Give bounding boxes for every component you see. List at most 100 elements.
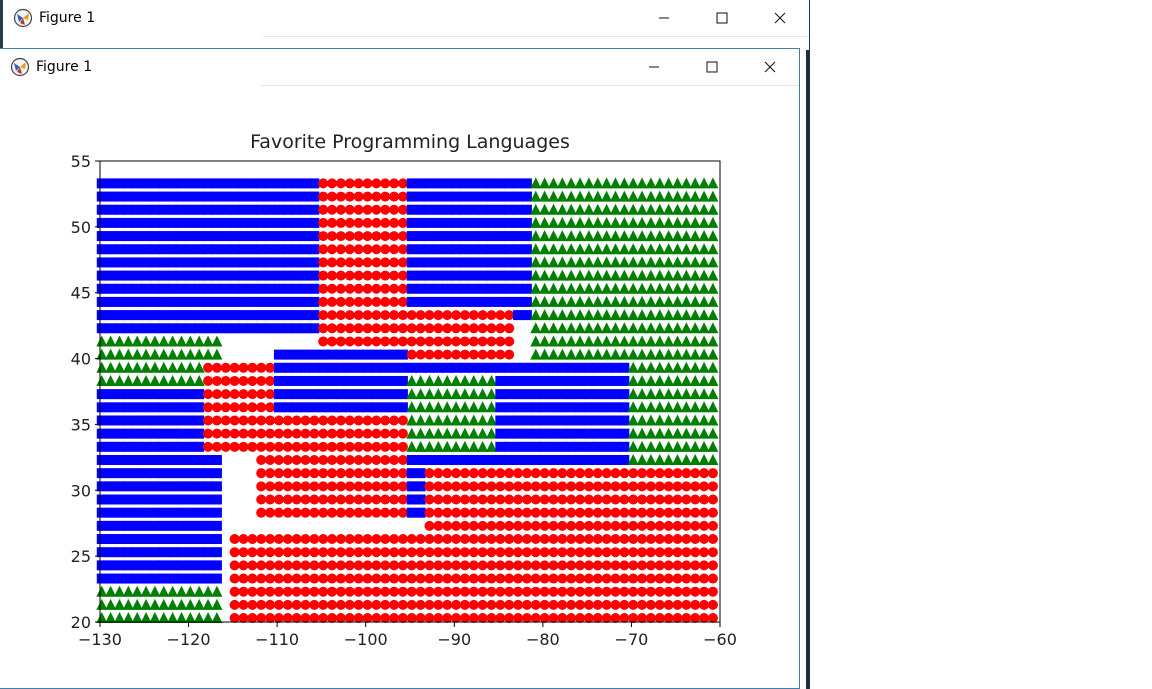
marker-square xyxy=(158,296,169,307)
marker-circle xyxy=(265,468,276,479)
marker-circle xyxy=(415,560,426,571)
marker-square xyxy=(504,244,515,255)
title-bar[interactable]: Figure 1 xyxy=(0,49,799,86)
maximize-button[interactable] xyxy=(683,49,741,85)
marker-triangle xyxy=(105,585,117,597)
marker-square xyxy=(309,270,320,281)
marker-circle xyxy=(451,586,462,597)
marker-square xyxy=(256,231,267,242)
marker-square xyxy=(451,257,462,268)
marker-square xyxy=(548,428,559,439)
marker-square xyxy=(566,402,577,413)
marker-square xyxy=(433,454,444,465)
marker-triangle xyxy=(592,335,604,347)
marker-circle xyxy=(601,599,612,610)
marker-circle xyxy=(344,441,355,452)
marker-square xyxy=(273,204,284,215)
marker-circle xyxy=(380,573,391,584)
marker-square xyxy=(468,257,479,268)
marker-circle xyxy=(344,454,355,465)
marker-square xyxy=(229,283,240,294)
marker-triangle xyxy=(459,414,471,426)
marker-square xyxy=(105,283,116,294)
marker-circle xyxy=(690,507,701,518)
marker-circle xyxy=(353,231,364,242)
marker-circle xyxy=(690,586,701,597)
marker-circle xyxy=(495,507,506,518)
marker-triangle xyxy=(680,282,692,294)
background-title-bar[interactable]: Figure 1 xyxy=(3,0,809,37)
close-button[interactable] xyxy=(741,49,799,85)
marker-circle xyxy=(699,468,710,479)
marker-triangle xyxy=(609,269,621,281)
figure-canvas[interactable]: Favorite Programming Languages −130 −120−… xyxy=(0,89,798,689)
marker-square xyxy=(273,217,284,228)
marker-triangle xyxy=(565,216,577,228)
marker-circle xyxy=(610,481,621,492)
marker-square xyxy=(442,191,453,202)
marker-circle xyxy=(380,468,391,479)
marker-circle xyxy=(265,441,276,452)
marker-circle xyxy=(548,547,559,558)
marker-circle xyxy=(397,283,408,294)
marker-triangle xyxy=(547,190,559,202)
marker-circle xyxy=(353,244,364,255)
marker-square xyxy=(406,231,417,242)
marker-square xyxy=(114,468,125,479)
marker-circle xyxy=(486,323,497,334)
background-figure-window[interactable]: Figure 1 xyxy=(0,0,810,50)
marker-circle xyxy=(282,586,293,597)
marker-square xyxy=(203,323,214,334)
background-minimize-button[interactable] xyxy=(635,0,693,36)
marker-triangle xyxy=(547,243,559,255)
figure-window[interactable]: Figure 1 Favorite Programming Languages … xyxy=(0,48,800,689)
marker-circle xyxy=(619,547,630,558)
marker-circle xyxy=(707,481,718,492)
marker-circle xyxy=(504,520,515,531)
marker-circle xyxy=(433,310,444,321)
marker-square xyxy=(619,441,630,452)
marker-triangle xyxy=(680,203,692,215)
marker-circle xyxy=(645,481,656,492)
marker-triangle xyxy=(654,230,666,242)
marker-triangle xyxy=(636,374,648,386)
marker-triangle xyxy=(149,374,161,386)
marker-square xyxy=(601,362,612,373)
background-close-button[interactable] xyxy=(751,0,809,36)
marker-circle xyxy=(468,599,479,610)
minimize-button[interactable] xyxy=(625,49,683,85)
marker-square xyxy=(424,217,435,228)
marker-circle xyxy=(424,520,435,531)
marker-square xyxy=(176,441,187,452)
marker-square xyxy=(468,362,479,373)
marker-circle xyxy=(619,599,630,610)
marker-circle xyxy=(380,283,391,294)
marker-circle xyxy=(282,468,293,479)
marker-circle xyxy=(566,468,577,479)
marker-square xyxy=(211,283,222,294)
marker-circle xyxy=(380,244,391,255)
close-icon xyxy=(764,61,776,73)
marker-square xyxy=(158,520,169,531)
marker-square xyxy=(300,389,311,400)
marker-square xyxy=(220,323,231,334)
background-maximize-button[interactable] xyxy=(693,0,751,36)
marker-triangle xyxy=(539,190,551,202)
marker-square xyxy=(601,415,612,426)
marker-circle xyxy=(256,586,267,597)
marker-square xyxy=(105,560,116,571)
marker-square xyxy=(273,389,284,400)
marker-square xyxy=(300,204,311,215)
marker-triangle xyxy=(140,585,152,597)
marker-square xyxy=(273,257,284,268)
marker-square xyxy=(105,454,116,465)
marker-triangle xyxy=(122,348,134,360)
marker-circle xyxy=(291,613,302,624)
marker-square xyxy=(185,534,196,545)
marker-triangle xyxy=(175,612,187,624)
marker-circle xyxy=(539,547,550,558)
marker-circle xyxy=(229,415,240,426)
marker-square xyxy=(158,231,169,242)
marker-circle xyxy=(477,534,488,545)
marker-triangle xyxy=(202,598,214,610)
